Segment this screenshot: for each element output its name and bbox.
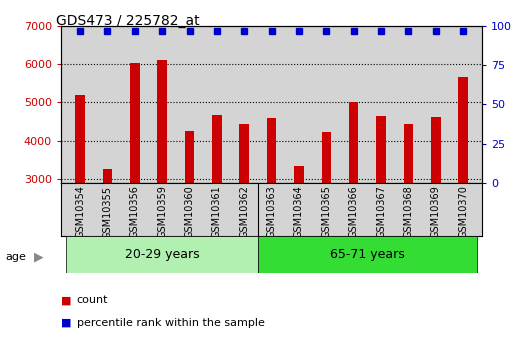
Bar <box>349 102 358 294</box>
Text: count: count <box>77 295 108 305</box>
Text: 20-29 years: 20-29 years <box>125 248 199 261</box>
Text: GSM10355: GSM10355 <box>102 186 112 238</box>
Text: 65-71 years: 65-71 years <box>330 248 405 261</box>
Bar <box>75 95 85 294</box>
Text: age: age <box>5 252 26 262</box>
Text: GSM10370: GSM10370 <box>458 186 468 238</box>
Bar <box>376 116 386 294</box>
Bar <box>404 124 413 294</box>
Bar <box>240 124 249 294</box>
Text: GSM10362: GSM10362 <box>239 186 249 238</box>
Text: GSM10356: GSM10356 <box>130 186 140 238</box>
Bar <box>258 236 477 273</box>
Bar <box>66 236 258 273</box>
Bar <box>157 60 167 294</box>
Text: GSM10365: GSM10365 <box>321 186 331 238</box>
Text: GSM10354: GSM10354 <box>75 186 85 238</box>
Text: GSM10368: GSM10368 <box>403 186 413 238</box>
Text: GSM10369: GSM10369 <box>431 186 441 238</box>
Bar <box>185 131 195 294</box>
Bar <box>294 166 304 294</box>
Bar <box>458 77 468 294</box>
Text: ▶: ▶ <box>34 250 44 264</box>
Text: GDS473 / 225782_at: GDS473 / 225782_at <box>56 14 199 28</box>
Bar <box>103 169 112 294</box>
Text: percentile rank within the sample: percentile rank within the sample <box>77 318 264 327</box>
Bar <box>431 117 440 294</box>
Text: ■: ■ <box>61 318 72 327</box>
Text: GSM10360: GSM10360 <box>184 186 195 238</box>
Text: GSM10359: GSM10359 <box>157 186 167 238</box>
Bar <box>212 115 222 294</box>
Bar <box>130 63 139 294</box>
Bar <box>322 132 331 294</box>
Text: GSM10367: GSM10367 <box>376 186 386 238</box>
Text: GSM10366: GSM10366 <box>349 186 359 238</box>
Text: GSM10363: GSM10363 <box>267 186 277 238</box>
Text: GSM10361: GSM10361 <box>212 186 222 238</box>
Text: GSM10364: GSM10364 <box>294 186 304 238</box>
Bar <box>267 118 277 294</box>
Text: ■: ■ <box>61 295 72 305</box>
